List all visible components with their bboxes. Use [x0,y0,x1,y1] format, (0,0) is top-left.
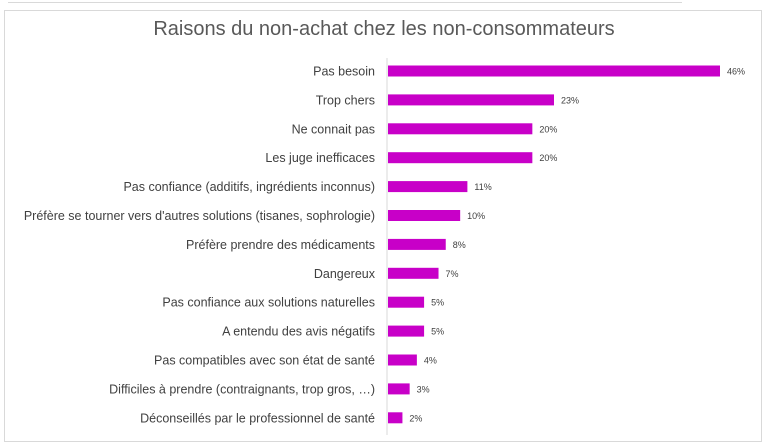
bar [388,325,425,337]
value-label: 8% [453,240,466,250]
bar [388,296,425,308]
chart-frame [4,10,762,442]
chart-title: Raisons du non-achat chez les non-consom… [153,18,615,40]
category-label: Préfère se tourner vers d'autres solutio… [24,209,375,223]
bar [388,94,554,106]
bar [388,267,439,279]
bar [388,210,461,221]
value-label: 10% [467,211,485,221]
category-label: Préfère prendre des médicaments [186,238,375,252]
value-label: 5% [431,327,444,337]
value-label: 46% [727,67,745,77]
bar [388,152,533,164]
category-label: Les juge inefficaces [265,151,375,165]
category-label: Déconseillés par le professionnel de san… [140,411,375,425]
bar [388,412,403,424]
category-label: Pas confiance aux solutions naturelles [162,296,375,310]
category-label: Ne connait pas [292,122,375,136]
bar [388,238,446,250]
category-label: Pas compatibles avec son état de santé [154,354,375,368]
category-label: Pas confiance (additifs, ingrédients inc… [123,180,375,194]
value-label: 20% [539,153,557,163]
category-label: Pas besoin [313,65,375,79]
bar [388,181,468,193]
category-label: Trop chers [316,93,375,107]
category-label: A entendu des avis négatifs [222,325,375,339]
top-divider [8,2,682,3]
value-label: 3% [417,384,430,394]
bars-group: Pas besoin 46% Trop chers 23% Ne connait pas… [24,65,745,426]
bar [388,383,410,395]
value-label: 4% [424,356,437,366]
category-label: Difficiles à prendre (contraignants, tro… [109,382,375,396]
category-label: Dangereux [314,267,376,281]
bar [388,354,417,366]
value-label: 23% [561,95,579,105]
value-label: 20% [539,124,557,134]
value-label: 11% [474,182,491,192]
value-label: 5% [431,298,444,308]
bar [388,65,720,77]
value-label: 7% [446,269,459,279]
value-label: 2% [409,413,422,423]
bar [388,123,533,135]
